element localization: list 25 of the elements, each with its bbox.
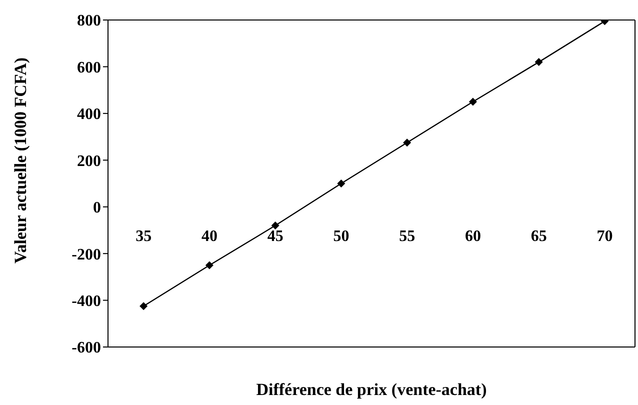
point xyxy=(337,180,346,188)
x-tick-label: 70 xyxy=(596,228,613,245)
x-tick-label: 40 xyxy=(201,228,218,245)
x-tick-label: 45 xyxy=(267,228,284,245)
x-tick-label: 60 xyxy=(464,228,481,245)
y-tick-label: 800 xyxy=(77,12,101,30)
x-tick-label: 55 xyxy=(399,228,416,245)
x-tick-label: 65 xyxy=(530,228,547,245)
point xyxy=(534,58,543,66)
y-axis-title: Valeur actuelle (1000 FCFA) xyxy=(11,57,30,264)
x-tick-label: 50 xyxy=(333,228,350,245)
x-axis-title: Différence de prix (vente-achat) xyxy=(256,380,487,399)
y-tick-label: 400 xyxy=(77,106,101,124)
point xyxy=(271,222,280,230)
point xyxy=(205,261,214,270)
y-tick-label: 0 xyxy=(93,200,101,217)
x-tick-label: 35 xyxy=(136,228,152,245)
y-tick-label: -600 xyxy=(72,340,101,357)
y-tick-label: 600 xyxy=(77,59,101,76)
y-tick-label: 200 xyxy=(77,152,101,170)
point xyxy=(403,138,412,147)
y-tick-label: -200 xyxy=(72,246,101,264)
point xyxy=(140,302,148,310)
y-tick-label: -400 xyxy=(72,292,101,310)
point xyxy=(468,98,477,106)
